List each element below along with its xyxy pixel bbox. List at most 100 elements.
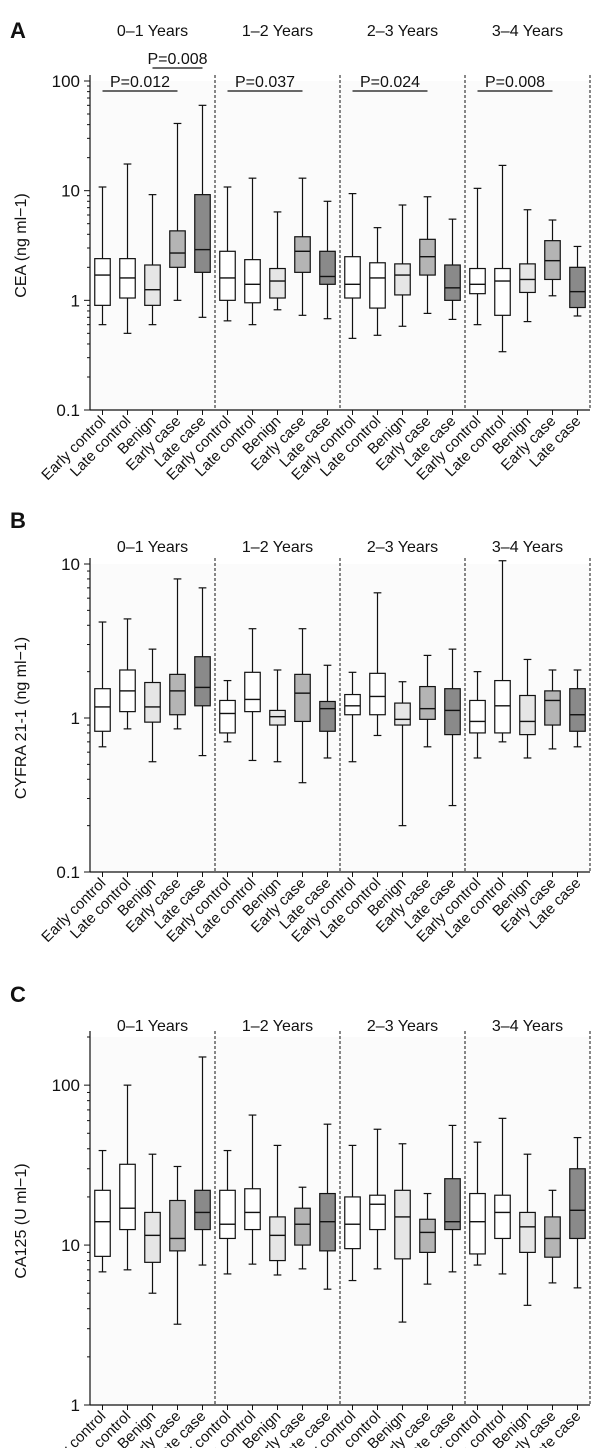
iqr-box [194, 1189, 211, 1231]
box-late-case [569, 245, 586, 317]
iqr-box [569, 266, 586, 309]
y-tick-label: 100 [52, 1076, 80, 1095]
iqr-box [394, 1189, 411, 1260]
iqr-box [444, 1178, 461, 1231]
iqr-box [244, 671, 261, 713]
y-tick-label: 1 [71, 709, 80, 728]
box-early-case [294, 177, 311, 316]
box-early-case [419, 196, 436, 315]
box-late-control [369, 592, 386, 737]
box-late-control [369, 227, 386, 336]
iqr-box [269, 1216, 286, 1262]
box-early-control [344, 1144, 361, 1282]
box-benign [394, 204, 411, 327]
box-benign [269, 1144, 286, 1276]
box-benign [519, 209, 536, 323]
box-late-control [244, 1114, 261, 1265]
box-early-case [169, 1165, 186, 1325]
iqr-box [144, 264, 161, 306]
iqr-box [544, 1216, 561, 1258]
box-late-control [119, 618, 136, 730]
iqr-box [169, 673, 186, 716]
pvalue-label: P=0.012 [110, 74, 170, 91]
pvalue-label: P=0.024 [360, 74, 420, 91]
panel-b: B 0.1 1 10 CYFRA 21-1 (ng ml−1) 0–1 Years 1–2 … [10, 508, 591, 946]
period-label: 2–3 Years [367, 23, 438, 40]
y-tick-label: 100 [52, 72, 80, 91]
box-benign [394, 681, 411, 827]
box-late-case [444, 1124, 461, 1273]
pvalue-label: P=0.008 [147, 51, 207, 68]
box-benign [519, 658, 536, 759]
iqr-box [419, 685, 436, 720]
iqr-box [219, 1189, 236, 1240]
box-late-control [244, 177, 261, 326]
box-early-control [94, 186, 111, 326]
iqr-box [369, 1194, 386, 1231]
y-tick-label: 0.1 [56, 863, 80, 882]
iqr-box [569, 688, 586, 732]
y-tick-label: 10 [61, 555, 80, 574]
iqr-box [294, 673, 311, 723]
box-late-control [119, 163, 136, 334]
y-axis-label: CA125 (U ml−1) [13, 1163, 30, 1278]
box-early-case [419, 1192, 436, 1285]
iqr-box [469, 699, 486, 734]
box-late-case [569, 669, 586, 748]
iqr-box [219, 699, 236, 734]
iqr-box [519, 263, 536, 294]
iqr-box [569, 1168, 586, 1240]
box-late-case [319, 200, 336, 320]
box-early-control [94, 1149, 111, 1273]
period-label: 3–4 Years [492, 1018, 563, 1035]
period-label: 1–2 Years [242, 23, 313, 40]
box-early-control [344, 671, 361, 763]
box-late-case [194, 1056, 211, 1266]
box-benign [144, 1153, 161, 1294]
period-label: 0–1 Years [117, 539, 188, 556]
box-late-case [319, 664, 336, 759]
iqr-box [244, 259, 261, 304]
iqr-box [294, 1207, 311, 1246]
iqr-box [144, 1211, 161, 1263]
box-late-case [444, 218, 461, 321]
box-late-control [494, 1117, 511, 1275]
iqr-box [244, 1188, 261, 1231]
period-label: 3–4 Years [492, 23, 563, 40]
iqr-box [344, 1196, 361, 1250]
panel-c: C 1 10 100 CA125 (U ml−1) 0–1 Years 1–2 Years 2… [10, 982, 591, 1448]
box-benign [394, 1143, 411, 1323]
iqr-box [544, 690, 561, 726]
box-late-case [194, 587, 211, 757]
box-benign [269, 211, 286, 311]
panel-letter: A [10, 18, 26, 43]
panel-a: A 0.1 1 10 100 CEA (ng ml−1) 0–1 Years 1–2 Year… [10, 18, 591, 484]
iqr-box [494, 679, 511, 734]
box-early-control [219, 1149, 236, 1275]
period-label: 2–3 Years [367, 539, 438, 556]
box-early-case [169, 122, 186, 301]
box-early-case [169, 578, 186, 730]
iqr-box [319, 700, 336, 732]
box-early-control [94, 621, 111, 748]
box-late-case [569, 1136, 586, 1289]
box-late-control [369, 1128, 386, 1270]
pvalue-label: P=0.008 [485, 74, 545, 91]
iqr-box [169, 230, 186, 268]
iqr-box [519, 1211, 536, 1253]
panel-letter: B [10, 508, 26, 533]
box-late-control [119, 1084, 136, 1271]
box-late-case [444, 648, 461, 807]
iqr-box [369, 262, 386, 309]
box-benign [144, 194, 161, 326]
box-early-case [294, 1186, 311, 1270]
box-early-control [469, 671, 486, 759]
iqr-box [494, 267, 511, 316]
period-label: 1–2 Years [242, 539, 313, 556]
box-early-control [469, 187, 486, 326]
period-label: 0–1 Years [117, 1018, 188, 1035]
iqr-box [419, 1218, 436, 1253]
box-late-control [494, 560, 511, 743]
period-label: 0–1 Years [117, 23, 188, 40]
